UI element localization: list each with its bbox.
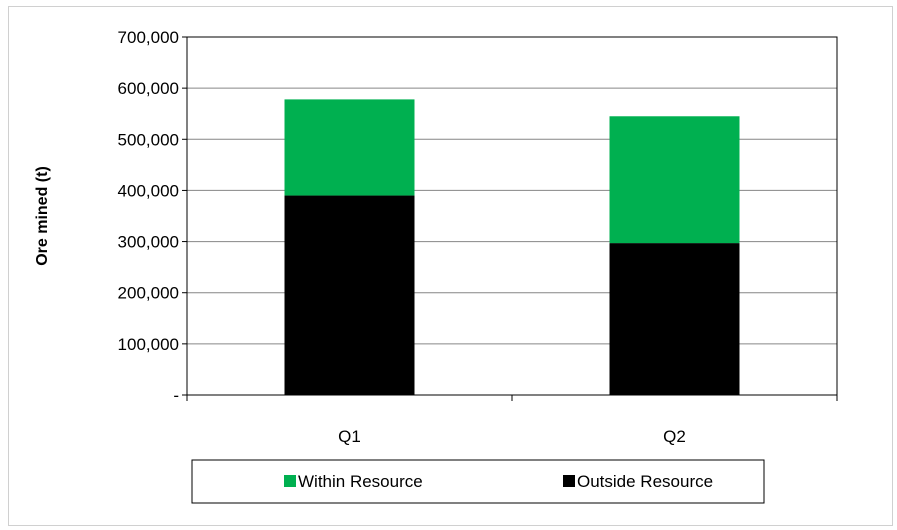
- x-axis-ticks: Q1 Q2: [186, 395, 838, 446]
- y-tick-label: 700,000: [118, 28, 179, 47]
- chart-frame: - 100,000 200,000 300,000 400,000 500,000 600,…: [8, 6, 893, 526]
- x-tick-label: Q1: [338, 427, 361, 446]
- x-tick-label: Q2: [663, 427, 686, 446]
- legend-label: Within Resource: [298, 472, 423, 491]
- y-tick-label: -: [173, 386, 179, 405]
- bars: [284, 99, 740, 395]
- stacked-bar-chart: - 100,000 200,000 300,000 400,000 500,000 600,…: [34, 28, 838, 504]
- bar-outside-resource-q2: [609, 243, 740, 395]
- bar-outside-resource-q1: [284, 195, 415, 395]
- legend-swatch: [284, 475, 296, 487]
- y-tick-label: 200,000: [118, 284, 179, 303]
- y-tick-label: 100,000: [118, 335, 179, 354]
- y-axis-label: Ore mined (t): [34, 166, 51, 266]
- legend-label: Outside Resource: [577, 472, 713, 491]
- bar-within-resource-q2: [609, 116, 740, 244]
- y-tick-label: 400,000: [118, 181, 179, 200]
- legend-swatch: [563, 475, 575, 487]
- y-tick-label: 300,000: [118, 233, 179, 252]
- y-tick-label: 600,000: [118, 79, 179, 98]
- y-axis-ticks: - 100,000 200,000 300,000 400,000 500,000 600,…: [118, 28, 187, 405]
- y-tick-label: 500,000: [118, 130, 179, 149]
- legend: Within Resource Outside Resource: [284, 472, 713, 491]
- bar-within-resource-q1: [284, 99, 415, 196]
